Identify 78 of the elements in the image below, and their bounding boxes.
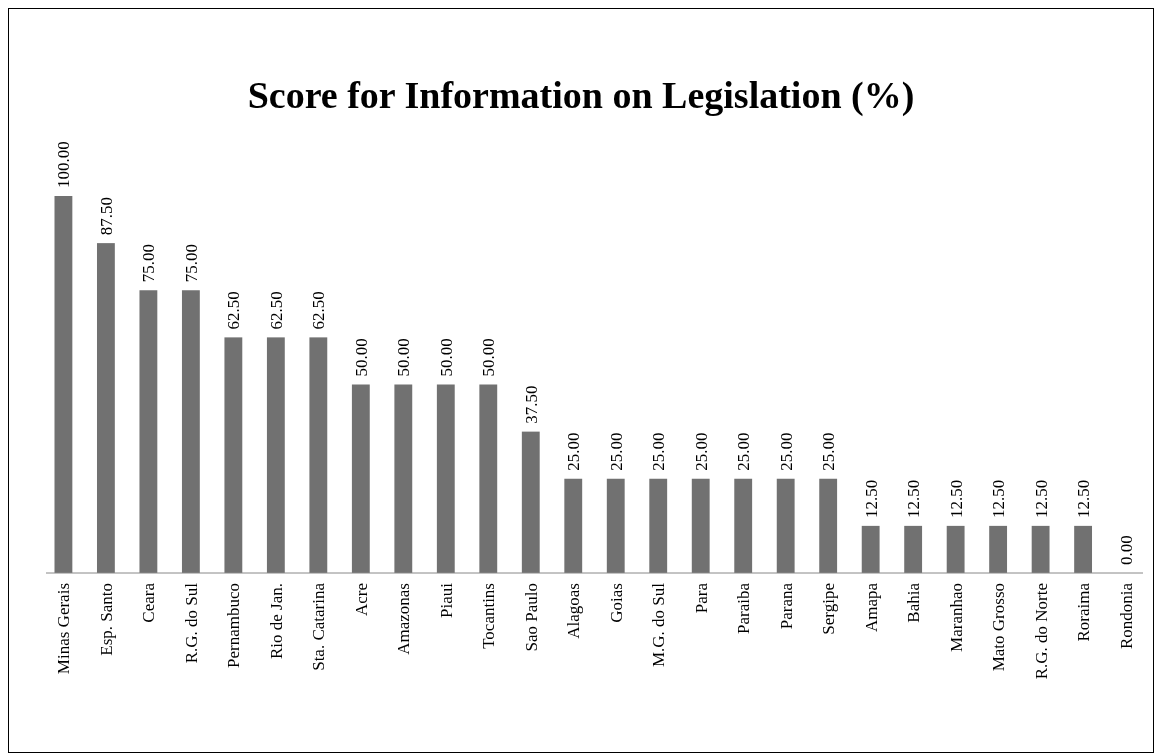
x-tick-label: Sao Paulo bbox=[521, 583, 541, 652]
data-label: 25.00 bbox=[606, 432, 626, 471]
bar bbox=[1074, 525, 1093, 573]
bar bbox=[309, 337, 328, 573]
x-tick-label: Rondonia bbox=[1116, 582, 1136, 650]
x-tick-label: Goias bbox=[606, 583, 626, 623]
data-label: 25.00 bbox=[649, 432, 669, 471]
data-label: 100.00 bbox=[54, 141, 74, 188]
data-label: 25.00 bbox=[776, 432, 796, 471]
bar bbox=[96, 243, 115, 573]
x-tick-label: Minas Gerais bbox=[54, 583, 74, 675]
data-label: 50.00 bbox=[479, 338, 499, 377]
x-tick-label: Bahia bbox=[904, 582, 924, 623]
bar bbox=[351, 384, 370, 573]
bar bbox=[139, 290, 158, 573]
data-label: 62.50 bbox=[309, 291, 329, 330]
x-tick-label: Acre bbox=[351, 583, 371, 617]
x-tick-label: R.G. do Sul bbox=[181, 582, 201, 664]
x-tick-label: Amazonas bbox=[394, 583, 414, 655]
x-tick-label: Esp. Santo bbox=[96, 583, 116, 656]
x-tick-label: Para bbox=[691, 582, 711, 614]
bar bbox=[266, 337, 285, 573]
bar bbox=[1031, 525, 1050, 573]
x-tick-label: Piaui bbox=[436, 582, 456, 618]
bar bbox=[904, 525, 923, 573]
bar bbox=[861, 525, 880, 573]
data-label: 0.00 bbox=[1116, 535, 1136, 565]
data-label: 12.50 bbox=[946, 479, 966, 518]
bar bbox=[181, 290, 200, 573]
x-tick-label: Sta. Catarina bbox=[309, 582, 329, 671]
bar bbox=[564, 478, 583, 573]
x-tick-label: R.G. do Norte bbox=[1031, 583, 1051, 680]
bar bbox=[776, 478, 795, 573]
bar bbox=[521, 431, 540, 573]
x-tick-label: Mato Grosso bbox=[989, 583, 1009, 672]
data-label: 12.50 bbox=[861, 479, 881, 518]
data-label: 62.50 bbox=[224, 291, 244, 330]
x-tick-label: Paraiba bbox=[734, 582, 754, 634]
data-label: 12.50 bbox=[989, 479, 1009, 518]
bar bbox=[224, 337, 243, 573]
bar bbox=[54, 196, 73, 573]
x-tick-label: Roraima bbox=[1074, 582, 1094, 642]
bar bbox=[606, 478, 625, 573]
x-tick-label: Alagoas bbox=[564, 583, 584, 639]
data-label: 12.50 bbox=[1074, 479, 1094, 518]
data-label: 12.50 bbox=[904, 479, 924, 518]
bar bbox=[691, 478, 710, 573]
bar bbox=[436, 384, 455, 573]
data-label: 25.00 bbox=[734, 432, 754, 471]
data-label: 50.00 bbox=[394, 338, 414, 377]
data-label: 75.00 bbox=[181, 244, 201, 283]
data-label: 50.00 bbox=[436, 338, 456, 377]
x-tick-label: Rio de Jan. bbox=[266, 583, 286, 660]
x-tick-label: Amapa bbox=[861, 582, 881, 633]
data-label: 25.00 bbox=[819, 432, 839, 471]
data-label: 25.00 bbox=[691, 432, 711, 471]
bar bbox=[479, 384, 498, 573]
x-tick-label: Tocantins bbox=[479, 583, 499, 649]
x-tick-label: Parana bbox=[776, 582, 796, 630]
bar bbox=[946, 525, 965, 573]
bar bbox=[734, 478, 753, 573]
x-tick-label: Ceara bbox=[139, 582, 159, 623]
data-label: 75.00 bbox=[139, 244, 159, 283]
bar bbox=[649, 478, 668, 573]
data-label: 12.50 bbox=[1031, 479, 1051, 518]
x-tick-label: Pernambuco bbox=[224, 583, 244, 668]
data-label: 25.00 bbox=[564, 432, 584, 471]
x-tick-label: Maranhao bbox=[946, 583, 966, 652]
data-label: 62.50 bbox=[266, 291, 286, 330]
bar bbox=[819, 478, 838, 573]
x-tick-label: M.G. do Sul bbox=[649, 582, 669, 668]
chart-title: Score for Information on Legislation (%) bbox=[247, 74, 915, 117]
bar bbox=[394, 384, 413, 573]
data-label: 37.50 bbox=[521, 385, 541, 424]
bar bbox=[989, 525, 1008, 573]
data-label: 50.00 bbox=[351, 338, 371, 377]
data-label: 87.50 bbox=[96, 196, 116, 236]
x-tick-label: Sergipe bbox=[819, 583, 839, 635]
